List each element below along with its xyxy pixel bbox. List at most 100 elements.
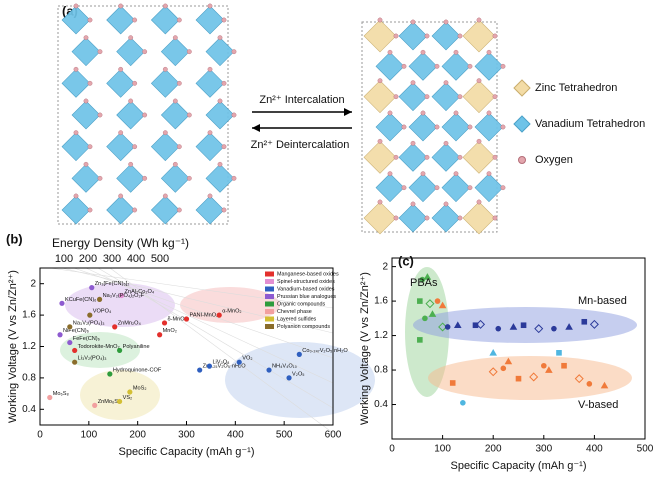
point [545,366,553,373]
x-tick-label: 100 [80,430,97,441]
oxygen [492,94,498,100]
polyhedron [363,80,397,114]
oxygen [83,98,89,104]
x-tick-label: 400 [586,444,603,455]
oxygen [176,80,182,86]
oxygen [443,140,449,146]
oxygen [486,49,492,55]
y-tick-label: 1.6 [374,296,388,307]
oxygen [73,193,79,199]
oxygen [492,154,498,160]
oxygen [142,112,148,118]
point-label: Na₃V₂(PO₄)₂O₂F [103,293,145,299]
oxygen [410,140,416,146]
point [96,296,103,302]
point [574,374,584,384]
panel-label: (c) [398,253,414,268]
point-label: Polyaniline [123,344,150,350]
oxygen [424,94,430,100]
y-axis-title: Working Voltage (V vs Zn/Zn²⁺) [7,270,19,423]
group-label: PBAs [410,277,438,289]
y-tick-label: 0.4 [22,404,36,415]
point [529,372,539,382]
point-label: Zn₃[Fe(CN)₆]₂ [95,281,130,287]
x-tick-label: 200 [129,430,146,441]
oxygen [217,98,223,104]
point [476,319,486,329]
oxygen [500,185,506,191]
iso-line [85,267,334,384]
oxygen [83,161,89,167]
y-tick-label: 2 [30,278,36,289]
point [422,315,428,322]
point [515,375,522,382]
polyhedron [195,132,225,162]
oxygen [500,124,506,130]
region [80,370,160,420]
point [116,398,123,405]
oxygen [118,193,124,199]
legend-label: Manganese-based oxides [277,271,339,277]
oxygen [467,124,473,130]
oxygen [393,94,399,100]
point-label: MoS₂ [133,386,147,392]
lattice-after [361,17,506,235]
polyhedron [441,112,471,142]
point-label: Co₀.₂₄₇V₂O₅·nH₂O [302,348,348,354]
top-tick-label: 200 [79,253,97,265]
oxygen [401,124,407,130]
polyhedron [462,201,496,235]
point-label: δ-MnO₂ [168,316,187,322]
point-label: Hydroquinone-COF [113,367,162,373]
oxygen [128,35,134,41]
y-tick-label: 0.4 [374,399,388,410]
point [581,318,588,325]
point [428,310,437,317]
region [225,342,375,418]
point [118,292,125,299]
oxygen [387,171,393,177]
oxygen [424,154,430,160]
polyhedron [195,68,225,98]
oxygen [434,63,440,69]
oxygen [207,66,213,72]
oxygen [217,35,223,41]
polyhedron [150,5,180,35]
oxygen [142,175,148,181]
polyhedron [398,82,428,112]
oxygen [172,161,178,167]
polyhedron [462,140,496,174]
polyhedron [71,163,101,193]
oxygen [492,33,498,39]
arrow-label: Zn²⁺ Deintercalation [251,139,350,151]
polyhedron [71,100,101,130]
polyhedron [408,51,438,81]
arrowhead [252,124,260,132]
oxygen [132,17,138,23]
oxygen [87,80,93,86]
point-label: MnO₂ [163,328,177,334]
point-label: FeFe(CN)₆ [73,336,100,342]
point [72,347,78,354]
oxygen [377,78,383,84]
oxygen [393,215,399,221]
oxygen [434,185,440,191]
polyhedron [375,51,405,81]
oxygen [83,35,89,41]
x-tick-label: 0 [389,444,395,455]
polyhedron [474,173,504,203]
polyhedron [431,142,461,172]
oxygen [377,17,383,23]
point [116,347,123,354]
point [59,300,65,306]
oxygen [132,207,138,213]
polyhedron [71,37,101,67]
point-label: ZnAl₂Co₂O₄ [125,289,155,295]
legend-label: Organic compounds [277,301,326,307]
point-label: ZnMn₂O₄ [118,320,142,326]
oxygen [476,138,482,144]
polyhedron [195,195,225,225]
polyhedron [363,19,397,53]
point [47,394,53,401]
oxygen [118,130,124,136]
